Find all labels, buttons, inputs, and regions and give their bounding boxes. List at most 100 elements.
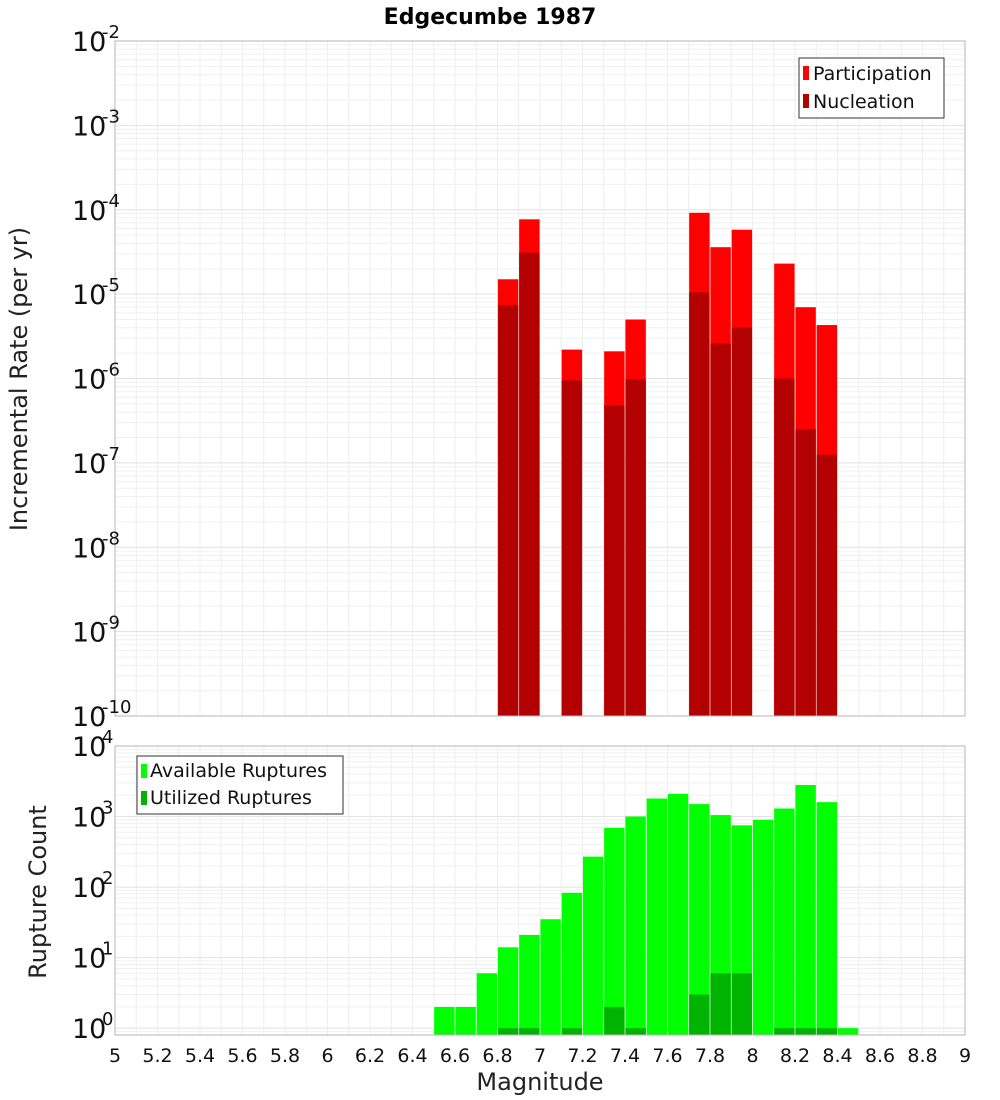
- utilized-ruptures-bar: [689, 994, 710, 1035]
- legend-label-nucleation: Nucleation: [813, 91, 915, 113]
- top-y-tick-label: 10: [72, 27, 106, 58]
- x-tick-label: 6.4: [397, 1045, 427, 1067]
- legend-swatch-nucleation: [803, 94, 809, 108]
- bottom-y-tick-label: 10: [72, 1014, 106, 1045]
- x-tick-label: 8: [746, 1045, 758, 1067]
- utilized-ruptures-bar: [497, 1028, 519, 1035]
- chart-title: Edgecumbe 1987: [384, 5, 597, 30]
- utilized-ruptures-bar: [774, 1028, 795, 1035]
- bottom-y-tick-label: 10: [72, 803, 106, 834]
- available-ruptures-bar: [476, 973, 498, 1035]
- legend-label-participation: Participation: [813, 63, 932, 85]
- top-y-tick-exponent: -7: [102, 444, 120, 465]
- top-grid: [114, 41, 966, 717]
- bottom-y-tick-label: 10: [72, 944, 106, 975]
- available-ruptures-bar: [689, 804, 710, 1035]
- x-tick-label: 6.8: [482, 1045, 512, 1067]
- available-ruptures-bar: [667, 793, 689, 1035]
- available-ruptures-bar: [434, 1006, 455, 1035]
- bottom-x-ticks: 5 5.2 5.4 5.6 5.8 6 6.2 6.4 6.6 6.8 7 7.2 7.4 7.6 7.8 8…: [109, 1045, 971, 1067]
- bottom-y-tick-exponent: 2: [102, 868, 113, 889]
- x-tick-label: 6.2: [355, 1045, 385, 1067]
- nucleation-bar: [774, 378, 795, 716]
- x-tick-label: 6.6: [440, 1045, 470, 1067]
- legend-label-available: Available Ruptures: [150, 760, 327, 782]
- bottom-y-axis-label: Rupture Count: [24, 805, 52, 979]
- x-tick-label: 7.2: [567, 1045, 597, 1067]
- nucleation-bar: [816, 454, 838, 716]
- available-ruptures-bar: [816, 802, 838, 1035]
- nucleation-bar: [519, 252, 540, 716]
- legend-swatch-utilized: [141, 791, 147, 805]
- nucleation-bar: [561, 380, 583, 716]
- x-tick-label: 8.6: [865, 1045, 895, 1067]
- x-tick-label: 7.4: [610, 1045, 640, 1067]
- top-y-tick-exponent: -8: [102, 528, 120, 549]
- top-y-tick-exponent: -9: [102, 613, 120, 634]
- x-tick-label: 5.8: [270, 1045, 300, 1067]
- x-tick-label: 8.4: [822, 1045, 852, 1067]
- top-y-tick-exponent: -3: [102, 106, 120, 127]
- available-ruptures-bar: [540, 919, 561, 1035]
- legend-swatch-available: [141, 764, 147, 778]
- nucleation-bar: [604, 405, 625, 716]
- x-tick-label: 5.4: [185, 1045, 215, 1067]
- top-plot-border: [114, 40, 966, 717]
- available-ruptures-bar: [497, 947, 519, 1035]
- nucleation-bar: [795, 429, 816, 716]
- bottom-y-tick-label: 10: [72, 732, 106, 763]
- utilized-ruptures-bar: [561, 1028, 583, 1035]
- available-ruptures-bar: [795, 784, 816, 1035]
- x-tick-label: 7.6: [652, 1045, 682, 1067]
- utilized-ruptures-bar: [710, 973, 731, 1035]
- bottom-y-tick-exponent: 3: [102, 798, 113, 819]
- bottom-y-tick-exponent: 0: [102, 1009, 113, 1030]
- nucleation-bar: [710, 343, 731, 716]
- available-ruptures-bar: [455, 1006, 476, 1035]
- top-y-tick-label: 10: [72, 702, 106, 733]
- top-y-tick-exponent: -4: [102, 191, 120, 212]
- bottom-y-tick-exponent: 4: [102, 727, 113, 748]
- x-tick-label: 5.6: [227, 1045, 257, 1067]
- available-ruptures-bar: [752, 819, 774, 1035]
- utilized-ruptures-bar: [604, 1006, 625, 1035]
- legend-swatch-participation: [803, 66, 809, 80]
- utilized-ruptures-bar: [519, 1028, 540, 1035]
- top-legend: Participation Nucleation: [798, 57, 945, 119]
- x-tick-label: 5.2: [142, 1045, 172, 1067]
- top-y-tick-label: 10: [72, 365, 106, 396]
- available-ruptures-bar: [582, 856, 604, 1035]
- top-y-tick-label: 10: [72, 618, 106, 649]
- x-axis-label: Magnitude: [476, 1068, 603, 1096]
- top-y-tick-label: 10: [72, 111, 106, 142]
- nucleation-bar: [731, 327, 753, 716]
- x-tick-label: 7: [534, 1045, 546, 1067]
- available-ruptures-bar: [837, 1028, 859, 1035]
- bottom-y-tick-label: 10: [72, 873, 106, 904]
- x-tick-label: 8.8: [907, 1045, 937, 1067]
- top-y-tick-exponent: -2: [102, 22, 120, 43]
- top-y-tick-label: 10: [72, 196, 106, 227]
- bottom-plot-border: [114, 745, 966, 1036]
- utilized-ruptures-bar: [731, 973, 753, 1035]
- available-ruptures-bar: [625, 816, 646, 1035]
- available-ruptures-bar: [519, 934, 540, 1035]
- top-y-tick-label: 10: [72, 533, 106, 564]
- available-ruptures-bar: [646, 798, 668, 1035]
- utilized-ruptures-bar: [625, 1028, 646, 1035]
- bottom-bars: [434, 784, 859, 1035]
- bottom-y-tick-exponent: 1: [102, 939, 113, 960]
- top-y-tick-label: 10: [72, 449, 106, 480]
- x-tick-label: 7.8: [695, 1045, 725, 1067]
- nucleation-bar: [625, 379, 646, 716]
- top-y-axis-label: Incremental Rate (per yr): [5, 227, 33, 531]
- x-tick-label: 6: [321, 1045, 333, 1067]
- top-y-tick-exponent: -10: [102, 697, 131, 718]
- x-tick-label: 5: [109, 1045, 121, 1067]
- available-ruptures-bar: [774, 808, 795, 1035]
